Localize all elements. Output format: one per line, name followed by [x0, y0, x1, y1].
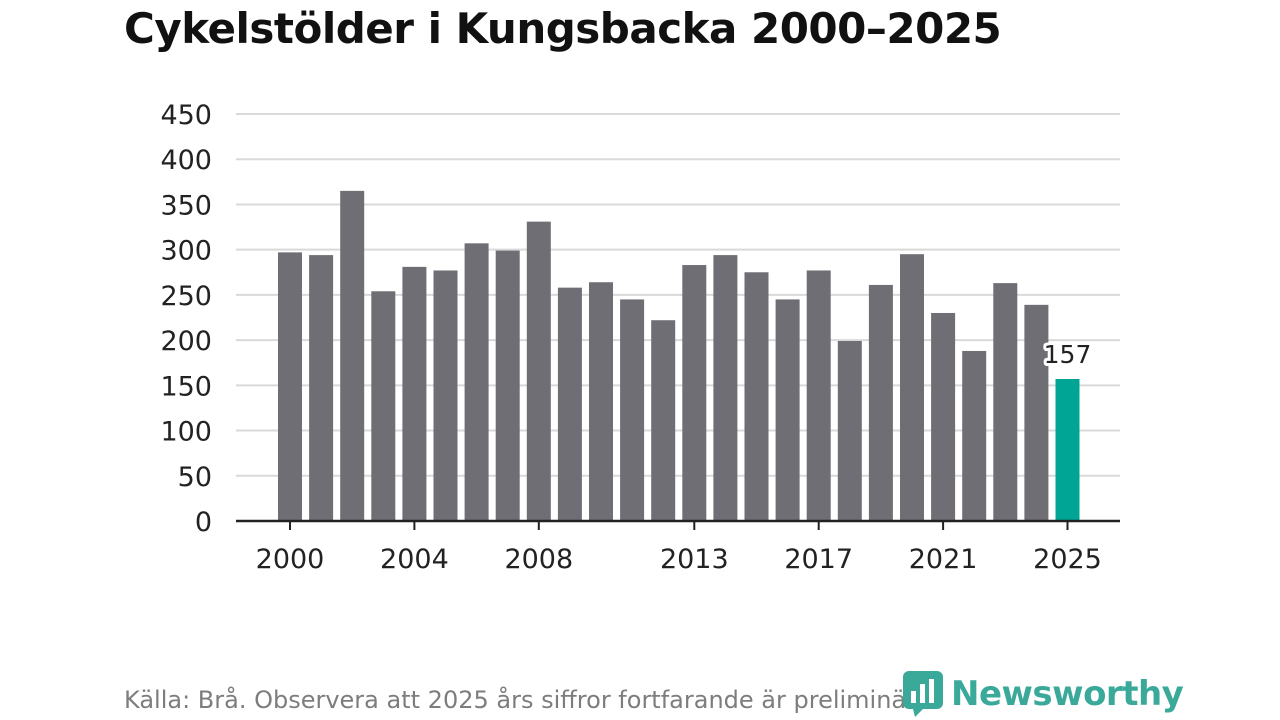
bar-2010: [589, 282, 613, 521]
bar-2022: [962, 350, 987, 521]
bar-2005: [433, 270, 458, 521]
newsworthy-logo-icon: [903, 671, 943, 717]
bar-2003: [371, 291, 396, 521]
bar-2007: [495, 250, 520, 521]
chart-title: Cykelstölder i Kungsbacka 2000–2025: [124, 4, 1002, 53]
y-tick-label: 250: [160, 281, 212, 312]
x-tick-label: 2017: [784, 544, 853, 575]
x-tick-label: 2004: [380, 544, 449, 575]
bar-2011: [620, 299, 645, 521]
y-tick-label: 50: [178, 462, 212, 493]
brand-name: Newsworthy: [951, 674, 1184, 714]
y-axis-ticks: 0 50 100 150 200 250 300 350 400 450: [160, 100, 212, 538]
bar-2002: [340, 190, 365, 521]
y-tick-label: 300: [160, 236, 212, 267]
bar-2001: [309, 255, 334, 522]
y-tick-label: 400: [160, 145, 212, 176]
bar-2013: [682, 265, 707, 521]
x-axis-ticks: 2000 2004 2008 2013 2017 2021 2025: [256, 521, 1102, 575]
bar-2004: [402, 266, 427, 521]
bar-2020: [900, 254, 924, 521]
bar-2008: [526, 221, 551, 521]
bar-2019: [868, 284, 893, 521]
bars: [278, 190, 1080, 522]
bar-2016: [775, 299, 800, 521]
bar-2024: [1024, 304, 1049, 521]
grid-lines: [236, 113, 1120, 477]
bar-2015: [744, 272, 769, 521]
y-tick-label: 0: [195, 507, 212, 538]
bar-2009: [557, 287, 582, 521]
bar-2017: [806, 270, 831, 521]
bar-2018: [837, 341, 862, 521]
x-tick-label: 2000: [256, 544, 325, 575]
bar-2014: [713, 255, 738, 522]
x-tick-label: 2013: [660, 544, 729, 575]
source-note: Källa: Brå. Observera att 2025 års siffr…: [124, 686, 939, 714]
brand-logo: Newsworthy: [903, 671, 1184, 717]
highlight-value-label: 157: [1044, 340, 1092, 369]
y-tick-label: 350: [160, 190, 212, 221]
y-tick-label: 100: [160, 417, 212, 448]
x-tick-label: 2025: [1033, 544, 1102, 575]
x-tick-label: 2021: [909, 544, 978, 575]
y-tick-label: 200: [160, 326, 212, 357]
bar-2000: [278, 252, 302, 521]
y-tick-label: 450: [160, 100, 212, 131]
bar-2021: [931, 312, 956, 521]
bar-2023: [993, 283, 1018, 521]
y-tick-label: 150: [160, 371, 212, 402]
bar-2012: [651, 320, 676, 521]
bar-2025: [1055, 379, 1080, 521]
annotations: 157: [1041, 337, 1095, 372]
bar-2006: [464, 243, 489, 521]
x-tick-label: 2008: [504, 544, 573, 575]
